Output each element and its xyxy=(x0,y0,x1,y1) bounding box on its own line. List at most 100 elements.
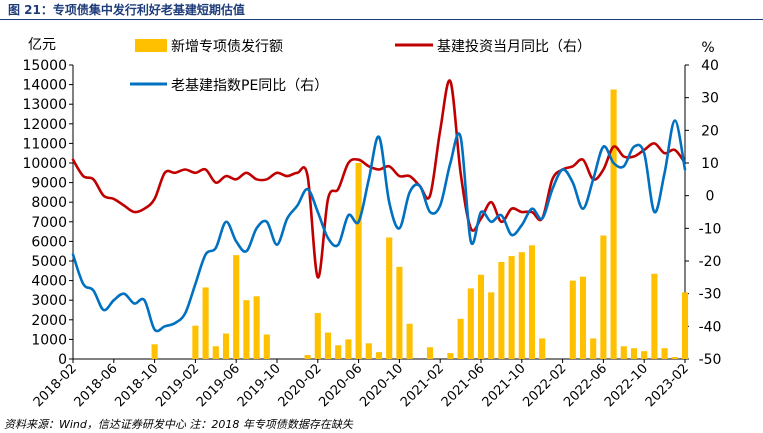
old-infra-pe-yoy-line xyxy=(71,119,687,333)
right-tick-label: 0 xyxy=(706,189,715,205)
left-tick-label: 3000 xyxy=(31,293,67,309)
line-series xyxy=(71,79,687,333)
left-unit-label: 亿元 xyxy=(28,37,56,53)
bar xyxy=(386,237,393,359)
right-tick-label: -20 xyxy=(699,254,722,270)
infra-investment-yoy-line xyxy=(71,79,687,279)
legend-label-blue: 老基建指数PE同比（右） xyxy=(171,77,328,94)
bar xyxy=(600,235,607,359)
bar xyxy=(467,288,474,359)
bar xyxy=(345,339,352,359)
bar xyxy=(681,292,689,359)
bar xyxy=(355,163,362,359)
bar xyxy=(253,296,260,359)
x-tick-label: 2021-02 xyxy=(398,361,447,410)
bar xyxy=(335,345,342,359)
figure-title: 图 21：专项债集中发行利好老基建短期估值 xyxy=(8,3,245,17)
bar xyxy=(671,357,678,359)
bar-series xyxy=(151,89,689,359)
bar xyxy=(610,89,617,359)
x-tick-label: 2020-10 xyxy=(357,361,406,410)
right-tick-label: 20 xyxy=(701,123,719,139)
bar xyxy=(477,274,485,359)
x-tick-label: 2021-06 xyxy=(439,361,488,410)
right-unit-label: % xyxy=(701,40,714,56)
right-tick-label: 30 xyxy=(701,91,719,107)
title-divider xyxy=(0,19,763,20)
left-tick-label: 1000 xyxy=(31,332,67,348)
legend-swatch-bar xyxy=(135,39,167,52)
bar xyxy=(508,256,515,359)
bar xyxy=(590,338,597,359)
bar xyxy=(630,348,638,359)
right-tick-label: -50 xyxy=(699,352,722,368)
left-tick-label: 2000 xyxy=(31,313,67,329)
bar xyxy=(304,355,311,359)
right-tick-label: -10 xyxy=(699,221,722,237)
x-tick-label: 2020-06 xyxy=(316,361,365,410)
bar xyxy=(151,344,158,359)
x-tick-label: 2020-02 xyxy=(276,361,325,410)
left-tick-label: 12000 xyxy=(22,117,67,133)
x-tick-label: 2022-06 xyxy=(561,361,610,410)
right-tick-label: -40 xyxy=(699,319,722,335)
bar xyxy=(620,346,627,359)
bar xyxy=(518,252,525,359)
bar xyxy=(314,312,321,359)
legend-label-bar: 新增专项债发行额 xyxy=(171,39,283,55)
bar xyxy=(222,333,230,359)
bar xyxy=(528,245,536,359)
bar xyxy=(263,334,270,359)
legend-label-red: 基建投资当月同比（右） xyxy=(437,38,591,55)
left-tick-label: 13000 xyxy=(22,97,67,113)
x-tick-label: 2019-10 xyxy=(235,361,284,410)
x-tick-label: 2022-02 xyxy=(520,361,569,410)
x-tick-label: 2023-02 xyxy=(643,361,692,410)
x-tick-label: 2022-10 xyxy=(602,361,651,410)
left-tick-label: 14000 xyxy=(22,78,67,94)
bar xyxy=(447,353,454,359)
bar xyxy=(202,287,209,359)
bar xyxy=(457,318,464,359)
bar xyxy=(243,300,250,359)
bar xyxy=(406,323,413,359)
bar xyxy=(569,280,576,359)
bar xyxy=(539,338,546,359)
left-tick-label: 15000 xyxy=(22,58,67,74)
left-tick-label: 5000 xyxy=(31,254,67,270)
x-tick-label: 2018-10 xyxy=(112,361,161,410)
left-tick-label: 6000 xyxy=(31,234,67,250)
left-tick-label: 7000 xyxy=(31,215,67,231)
bar xyxy=(324,332,332,359)
bar xyxy=(212,346,219,359)
bar xyxy=(498,261,505,359)
bar xyxy=(375,352,383,359)
right-tick-label: 40 xyxy=(701,58,719,74)
bar xyxy=(233,255,240,359)
bar xyxy=(426,347,434,359)
left-tick-label: 4000 xyxy=(31,274,67,290)
bar xyxy=(396,266,403,359)
legend: 新增专项债发行额 基建投资当月同比（右） 老基建指数PE同比（右） xyxy=(130,38,591,94)
bar xyxy=(579,276,587,359)
x-tick-label: 2018-02 xyxy=(31,361,80,410)
left-tick-label: 11000 xyxy=(22,136,67,152)
bar xyxy=(365,343,372,359)
bar xyxy=(192,325,199,359)
x-tick-label: 2021-10 xyxy=(480,361,529,410)
x-tick-label: 2019-06 xyxy=(194,361,243,410)
bar xyxy=(488,292,495,359)
left-tick-label: 8000 xyxy=(31,195,67,211)
x-tick-label: 2018-06 xyxy=(72,361,121,410)
bar xyxy=(661,348,668,359)
x-tick-label: 2019-02 xyxy=(153,361,202,410)
left-tick-label: 0 xyxy=(58,352,67,368)
bar xyxy=(651,273,658,359)
right-tick-label: 10 xyxy=(701,156,719,172)
left-tick-label: 9000 xyxy=(31,176,67,192)
right-tick-label: -30 xyxy=(699,287,722,303)
chart: 0100020003000400050006000700080009000100… xyxy=(22,37,722,410)
left-tick-label: 10000 xyxy=(22,156,67,172)
source-note: 资料来源：Wind，信达证券研发中心 注：2018 年专项债数据存在缺失 xyxy=(4,418,353,431)
bar xyxy=(641,351,648,359)
